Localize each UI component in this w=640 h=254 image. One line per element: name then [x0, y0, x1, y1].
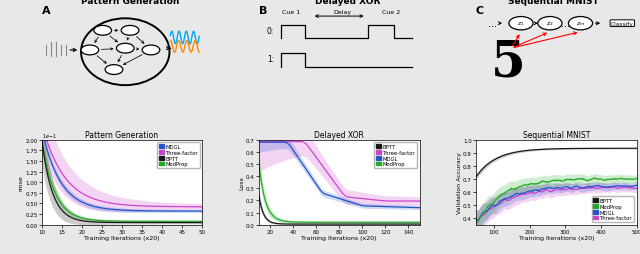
Legend: MDGL, Three-factor, BPTT, ModProp: MDGL, Three-factor, BPTT, ModProp	[157, 143, 200, 168]
Circle shape	[142, 46, 160, 56]
Title: Pattern Generation: Pattern Generation	[81, 0, 179, 6]
Text: Cue 1: Cue 1	[282, 10, 300, 15]
Y-axis label: Validation Accuracy: Validation Accuracy	[456, 152, 461, 213]
Text: Classify: Classify	[611, 22, 634, 27]
Y-axis label: rmse: rmse	[19, 175, 24, 190]
Legend: BPTT, Three-factor, MDGL, ModProp: BPTT, Three-factor, MDGL, ModProp	[374, 143, 417, 168]
Text: Cue 2: Cue 2	[381, 10, 400, 15]
Title: Sequential MNIST: Sequential MNIST	[508, 0, 598, 6]
Text: Delay: Delay	[333, 10, 351, 15]
Title: Delayed XOR: Delayed XOR	[314, 0, 380, 6]
Text: $z_m$: $z_m$	[576, 20, 585, 28]
Circle shape	[538, 18, 562, 31]
Text: $1e{-1}$: $1e{-1}$	[42, 131, 56, 139]
Legend: BPTT, ModProp, MDGL, Three-factor: BPTT, ModProp, MDGL, Three-factor	[591, 197, 634, 222]
Circle shape	[94, 26, 111, 36]
Title: Sequential MNIST: Sequential MNIST	[523, 131, 590, 139]
Text: 0:: 0:	[267, 27, 274, 36]
Text: $z_1$: $z_1$	[517, 20, 525, 28]
Text: ...: ...	[488, 19, 497, 29]
X-axis label: Training Iterations (x20): Training Iterations (x20)	[84, 235, 160, 240]
Text: ...: ...	[561, 19, 570, 29]
Circle shape	[509, 18, 533, 31]
Title: Delayed XOR: Delayed XOR	[314, 131, 364, 139]
Circle shape	[568, 18, 593, 31]
Title: Pattern Generation: Pattern Generation	[86, 131, 159, 139]
X-axis label: Training Iterations (x20): Training Iterations (x20)	[301, 235, 377, 240]
Text: B: B	[259, 6, 267, 16]
Text: $z_2$: $z_2$	[546, 20, 554, 28]
Text: 1:: 1:	[267, 55, 274, 64]
Y-axis label: Loss: Loss	[239, 176, 244, 189]
Text: A: A	[42, 6, 50, 16]
Circle shape	[81, 46, 99, 56]
Circle shape	[121, 26, 139, 36]
Circle shape	[105, 65, 123, 75]
X-axis label: Training Iterations (x20): Training Iterations (x20)	[518, 235, 594, 240]
Text: C: C	[476, 6, 484, 16]
Circle shape	[116, 44, 134, 54]
Text: 5: 5	[491, 38, 525, 87]
